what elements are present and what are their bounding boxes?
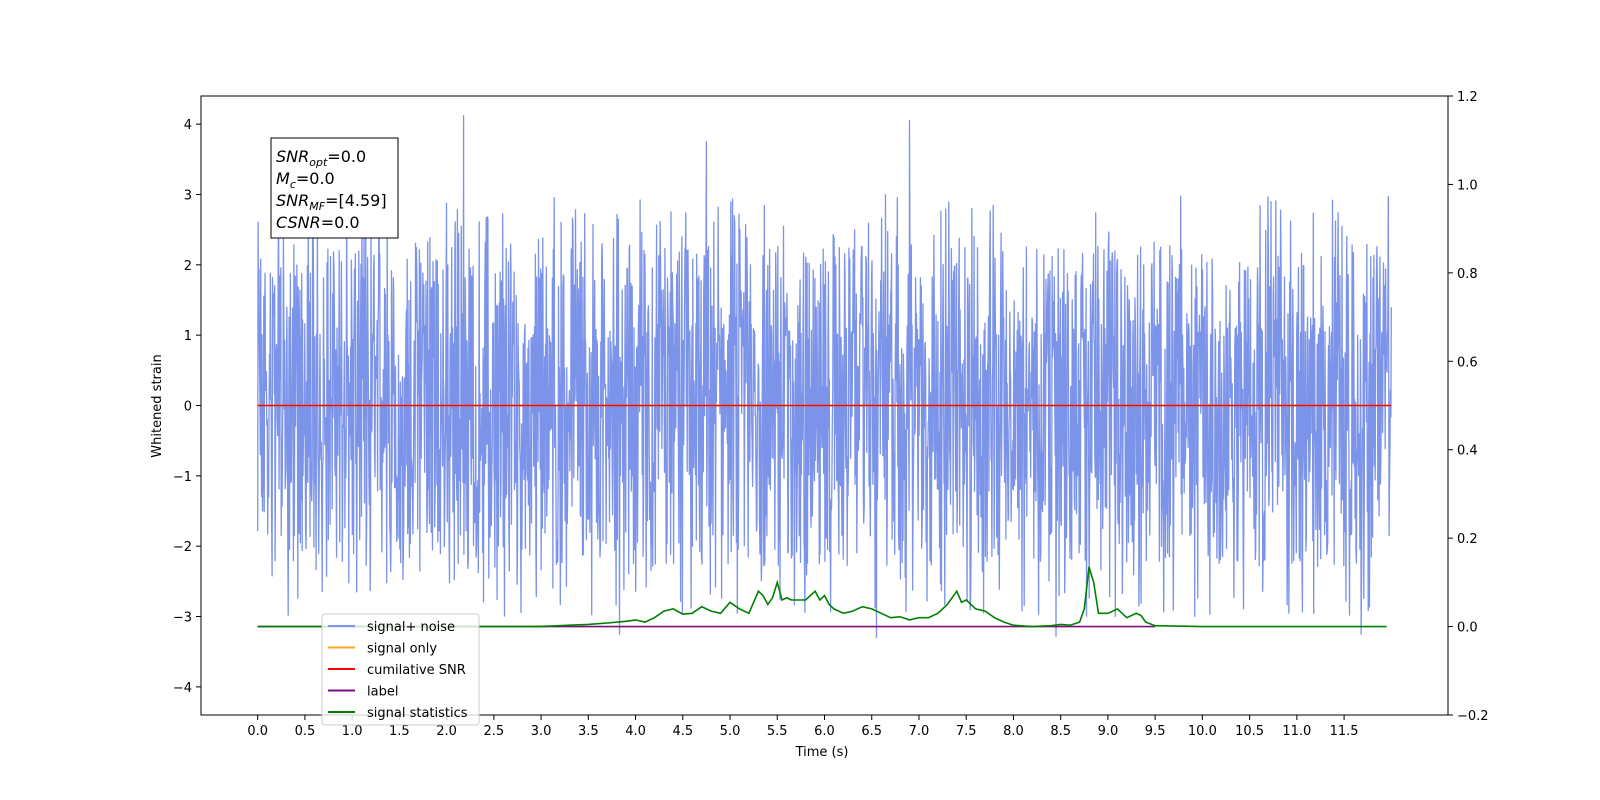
x-tick-label: 5.5 — [767, 724, 788, 739]
x-tick-label: 7.0 — [909, 724, 930, 739]
legend-label: label — [367, 685, 398, 700]
x-tick-label: 6.5 — [861, 724, 882, 739]
x-tick-label: 3.0 — [531, 724, 552, 739]
x-tick-label: 2.5 — [484, 724, 505, 739]
annotation-line: CSNR=0.0 — [276, 213, 360, 232]
signal-noise-line — [257, 115, 1392, 639]
annotation-line: SNRMF=[4.59] — [276, 191, 387, 213]
y2-tick-label: 1.0 — [1457, 178, 1478, 193]
x-tick-label: 10.5 — [1235, 724, 1264, 739]
x-tick-label: 3.5 — [578, 724, 599, 739]
x-tick-label: 4.5 — [672, 724, 693, 739]
x-tick-label: 9.0 — [1098, 724, 1119, 739]
legend-label: cumilative SNR — [367, 663, 466, 678]
y2-tick-label: 0.8 — [1457, 267, 1478, 282]
x-tick-label: 8.0 — [1003, 724, 1024, 739]
x-tick-label: 0.5 — [295, 724, 316, 739]
annotation-line: Mc=0.0 — [276, 169, 335, 191]
y-axis-label: Whitened strain — [150, 354, 165, 457]
y-tick-label: 0 — [184, 400, 192, 415]
x-axis-ticks: 0.0 0.5 1.0 1.5 2.0 2.5 3.0 3.5 4.0 4.5 5.0 5.5 6.0 6… — [247, 715, 1359, 739]
signal-noise-series — [257, 115, 1392, 639]
x-axis-label: Time (s) — [795, 745, 849, 760]
x-tick-label: 6.0 — [814, 724, 835, 739]
y2-tick-label: 1.2 — [1457, 90, 1478, 105]
y2-tick-label: 0.6 — [1457, 355, 1478, 370]
y2-tick-label: −0.2 — [1457, 709, 1489, 724]
y2-axis-ticks: 1.2 1.0 0.8 0.6 0.4 0.2 0.0 −0.2 — [1448, 90, 1489, 724]
x-tick-label: 4.0 — [625, 724, 646, 739]
x-tick-label: 0.0 — [247, 724, 268, 739]
x-tick-label: 1.0 — [342, 724, 363, 739]
y2-tick-label: 0.2 — [1457, 532, 1478, 547]
y-tick-label: 3 — [184, 188, 192, 203]
x-tick-label: 1.5 — [389, 724, 410, 739]
y-tick-label: −2 — [173, 540, 192, 555]
annotation-line: SNRopt=0.0 — [276, 147, 366, 169]
x-tick-label: 9.5 — [1145, 724, 1166, 739]
x-tick-label: 7.5 — [956, 724, 977, 739]
y-tick-label: −3 — [173, 611, 192, 626]
legend: signal+ noise signal only cumilative SNR la… — [321, 613, 480, 726]
legend-label: signal statistics — [367, 706, 468, 721]
x-tick-label: 10.0 — [1188, 724, 1217, 739]
x-tick-label: 8.5 — [1050, 724, 1071, 739]
signal-statistics-line — [257, 566, 1387, 628]
y-axis-ticks: 4 3 2 1 0 −1 −2 −3 −4 — [173, 118, 201, 696]
x-tick-label: 5.0 — [720, 724, 741, 739]
x-tick-label: 2.0 — [436, 724, 457, 739]
x-tick-label: 11.0 — [1282, 724, 1311, 739]
y-tick-label: 4 — [184, 118, 192, 133]
x-tick-label: 11.5 — [1330, 724, 1359, 739]
legend-label: signal+ noise — [367, 620, 455, 635]
y-tick-label: 1 — [184, 329, 192, 344]
y2-tick-label: 0.0 — [1457, 621, 1478, 636]
legend-label: signal only — [367, 642, 437, 657]
y-tick-label: −4 — [173, 681, 192, 696]
y2-tick-label: 0.4 — [1457, 444, 1478, 459]
y-tick-label: −1 — [173, 470, 192, 485]
y-tick-label: 2 — [184, 259, 192, 274]
